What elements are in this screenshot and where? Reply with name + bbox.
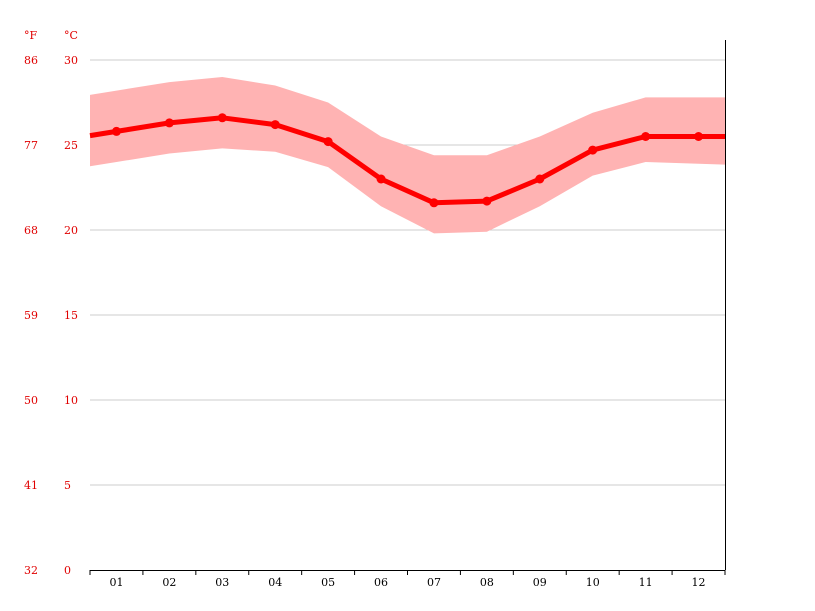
axes — [89, 40, 726, 575]
y-tick-f-32: 32 — [24, 564, 38, 577]
unit-celsius-label: °C — [64, 29, 78, 42]
mean-point-02 — [164, 118, 174, 128]
x-tick-03: 03 — [215, 576, 229, 589]
y-tick-f-77: 77 — [24, 139, 38, 152]
x-tick-02: 02 — [162, 576, 176, 589]
y-tick-c-25: 25 — [64, 139, 78, 152]
mean-temperature-points — [111, 113, 704, 208]
y-tick-c-10: 10 — [64, 394, 78, 407]
y-tick-f-86: 86 — [24, 54, 38, 67]
y-tick-f-59: 59 — [24, 309, 38, 322]
mean-point-10 — [588, 145, 598, 155]
mean-point-08 — [482, 196, 492, 206]
x-tick-12: 12 — [692, 576, 706, 589]
mean-point-12 — [694, 132, 704, 141]
y-tick-f-68: 68 — [24, 224, 38, 237]
min-max-band — [90, 77, 725, 234]
mean-point-09 — [535, 174, 545, 184]
mean-line-path — [89, 115, 725, 206]
y-tick-c-0: 0 — [64, 564, 71, 577]
mean-temperature-line — [89, 115, 725, 206]
x-tick-04: 04 — [268, 576, 282, 589]
mean-point-07 — [429, 198, 439, 208]
x-tick-05: 05 — [321, 576, 335, 589]
x-tick-01: 01 — [109, 576, 123, 589]
unit-fahrenheit-label: °F — [24, 29, 38, 42]
x-axis-ticks: 01 02 03 04 05 06 07 08 09 10 11 12 — [109, 576, 705, 589]
mean-point-04 — [270, 120, 280, 130]
y-tick-c-30: 30 — [64, 54, 78, 67]
y-tick-f-41: 41 — [24, 479, 38, 492]
x-tick-09: 09 — [533, 576, 547, 589]
mean-point-06 — [376, 174, 386, 184]
y-tick-c-20: 20 — [64, 224, 78, 237]
y-axis-ticks: 30 86 25 77 20 68 15 59 10 50 5 41 0 32 — [24, 54, 78, 577]
mean-point-11 — [641, 132, 651, 141]
x-tick-11: 11 — [639, 576, 653, 589]
mean-point-01 — [111, 126, 121, 136]
mean-point-05 — [323, 137, 333, 147]
x-tick-10: 10 — [586, 576, 600, 589]
x-tick-08: 08 — [480, 576, 494, 589]
x-tick-07: 07 — [427, 576, 441, 589]
mean-point-03 — [217, 113, 227, 123]
y-tick-c-5: 5 — [64, 479, 71, 492]
x-tick-06: 06 — [374, 576, 388, 589]
band-area — [90, 77, 725, 234]
y-tick-c-15: 15 — [64, 309, 78, 322]
y-tick-f-50: 50 — [24, 394, 38, 407]
